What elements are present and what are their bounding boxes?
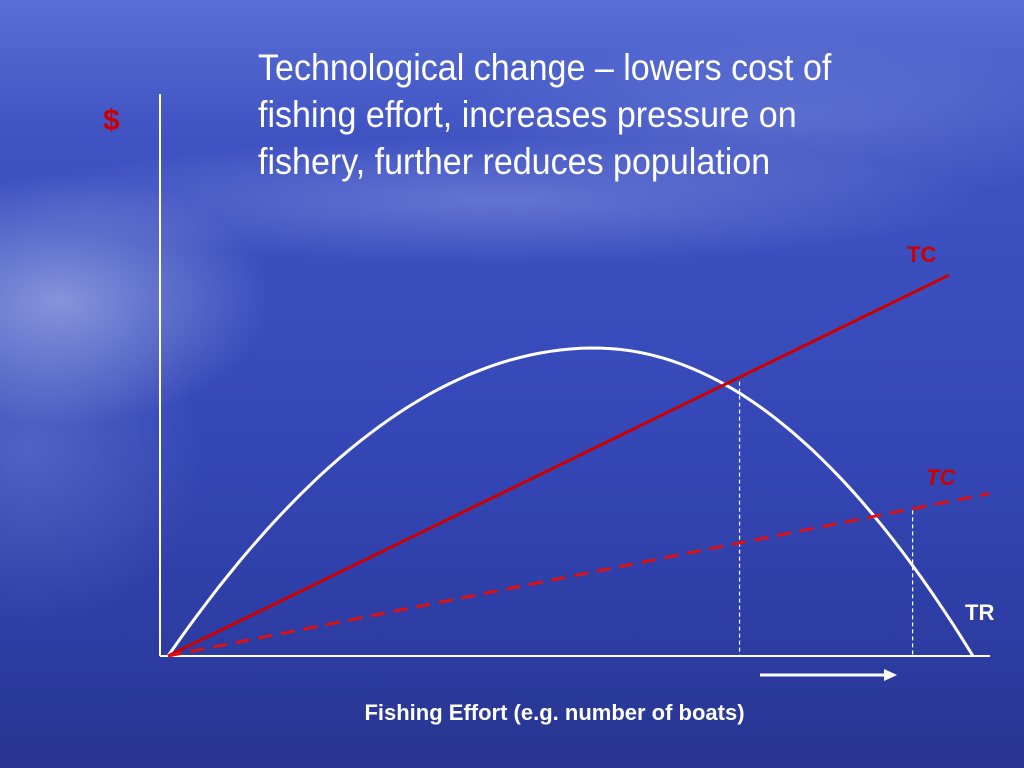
x-axis-label: Fishing Effort (e.g. number of boats) <box>364 700 745 725</box>
tc-solid-label: TC <box>907 242 936 267</box>
tr-label: TR <box>965 600 994 625</box>
tc-dashed-line <box>167 492 990 658</box>
effort-arrow-head <box>884 669 897 681</box>
tc-dashed-label: TC <box>926 465 956 490</box>
tc-solid-line <box>167 273 950 658</box>
y-axis-label: $ <box>103 104 120 137</box>
tr-curve <box>166 346 975 657</box>
slide-heading: Technological change – lowers cost of fi… <box>258 47 832 182</box>
